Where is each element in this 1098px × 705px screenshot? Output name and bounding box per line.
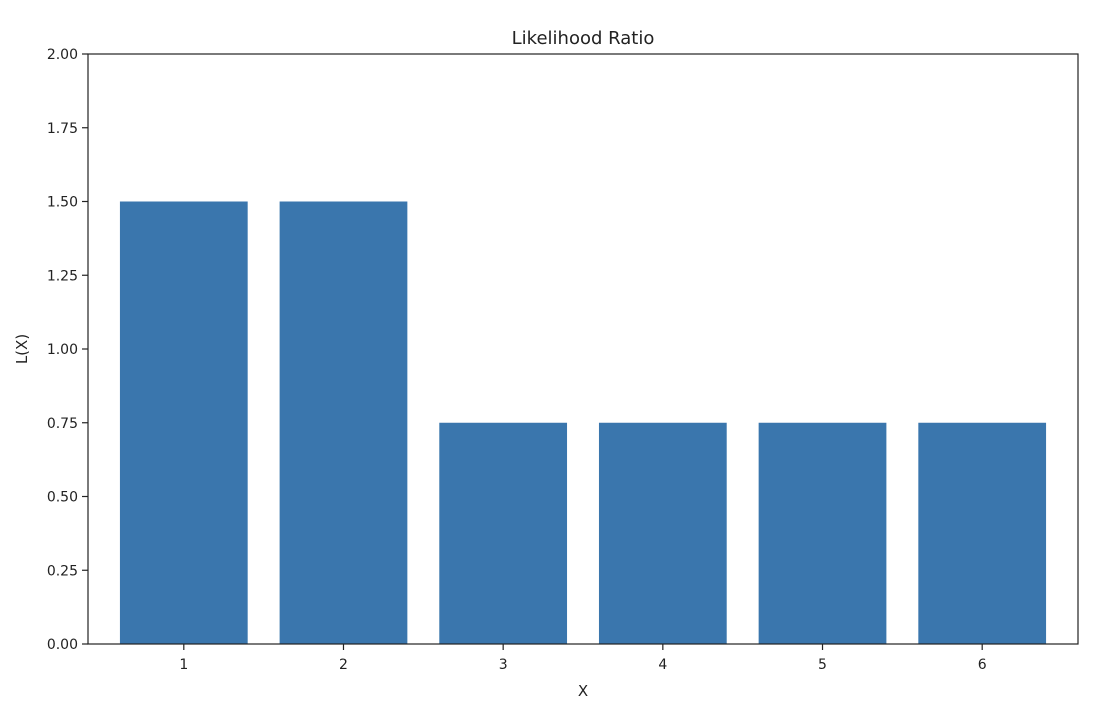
x-tick-label: 6 [978,657,987,673]
plot-frame [87,53,1079,645]
y-tick-label: 2.00 [47,47,78,63]
y-tick-label: 1.50 [47,195,78,211]
bar-4 [598,422,727,644]
bars-group [119,201,1047,644]
y-axis-label: L(X) [13,334,31,364]
chart-title: Likelihood Ratio [512,28,655,49]
y-tick-label: 0.00 [47,637,78,653]
bar-3 [439,422,568,644]
y-axis: 0.00 0.25 0.50 0.75 1.00 1.25 1.50 1.75 2.00 [47,47,88,653]
x-tick-label: 2 [339,657,348,673]
x-tick-label: 5 [818,657,827,673]
y-tick-label: 0.75 [47,416,78,432]
x-tick-label: 1 [179,657,188,673]
y-tick-label: 1.75 [47,121,78,137]
x-tick-label: 3 [499,657,508,673]
y-tick-label: 1.00 [47,342,78,358]
x-tick-label: 4 [658,657,667,673]
bar-5 [758,422,887,644]
x-axis: 1 2 3 4 5 6 [179,644,987,673]
bar-2 [279,201,408,644]
y-tick-label: 1.25 [47,268,78,284]
x-axis-label: X [578,682,588,700]
bar-1 [119,201,248,644]
y-tick-label: 0.50 [47,490,78,506]
bar-6 [918,422,1047,644]
y-tick-label: 0.25 [47,563,78,579]
